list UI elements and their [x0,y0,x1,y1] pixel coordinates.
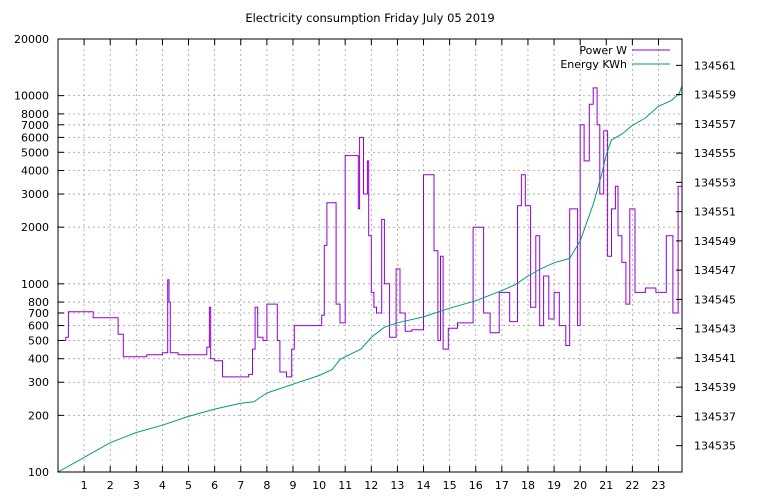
x-tick-label: 10 [312,479,326,492]
y-tick-label: 10000 [14,90,49,103]
x-tick-label: 5 [185,479,192,492]
y2-tick-label: 134553 [694,176,736,189]
x-tick-label: 9 [289,479,296,492]
legend: Power W Energy KWh [560,44,670,71]
y2-tick-label: 134561 [694,59,736,72]
series-energy-line [57,85,683,473]
x-tick-label: 19 [547,479,561,492]
y-tick-label: 5000 [21,146,49,159]
x-tick-label: 20 [573,479,587,492]
x-tick-label: 1 [81,479,88,492]
x-tick-label: 13 [390,479,404,492]
y2-tick-label: 134551 [694,206,736,219]
y-tick-label: 500 [28,334,49,347]
y-tick-label: 8000 [21,108,49,121]
y2-tick-label: 134557 [694,118,736,131]
x-tick-label: 22 [625,479,639,492]
plot-series [57,85,683,473]
y2-tick-label: 134559 [694,89,736,102]
legend-label-energy: Energy KWh [560,58,627,71]
y-tick-label: 200 [28,409,49,422]
plot-frame [57,38,683,473]
x-tick-label: 2 [107,479,114,492]
y2-tick-label: 134539 [694,381,736,394]
y-tick-label: 700 [28,307,49,320]
y-tick-label: 800 [28,296,49,309]
y2-tick-label: 134545 [694,293,736,306]
y-tick-label: 400 [28,353,49,366]
x-tick-label: 15 [443,479,457,492]
x-tick-label: 21 [599,479,613,492]
x-tick-label: 11 [338,479,352,492]
y-tick-label: 600 [28,320,49,333]
x-tick-label: 6 [211,479,218,492]
y-tick-label: 4000 [21,165,49,178]
x-tick-label: 3 [133,479,140,492]
x-tick-label: 4 [159,479,166,492]
x-tick-label: 12 [364,479,378,492]
x-tick-label: 16 [469,479,483,492]
series-power-line [58,87,682,378]
x-tick-label: 8 [263,479,270,492]
y-tick-label: 7000 [21,119,49,132]
y2-tick-label: 134535 [694,440,736,453]
y2-tick-label: 134537 [694,410,736,423]
y2-tick-label: 134555 [694,147,736,160]
grid-lines [58,38,682,473]
y-tick-label: 3000 [21,188,49,201]
y-tick-label: 20000 [14,33,49,46]
y-tick-label: 2000 [21,221,49,234]
y2-tick-label: 134543 [694,323,736,336]
legend-label-power: Power W [579,44,627,57]
x-tick-label: 7 [237,479,244,492]
y-tick-label: 1000 [21,278,49,291]
x-tick-label: 17 [495,479,509,492]
x-tick-label: 14 [417,479,431,492]
chart-title: Electricity consumption Friday July 05 2… [245,11,494,25]
y2-tick-label: 134541 [694,352,736,365]
x-tick-label: 23 [652,479,666,492]
y2-tick-label: 134549 [694,235,736,248]
y2-tick-label: 134547 [694,264,736,277]
y-tick-label: 6000 [21,131,49,144]
x-axis: 1 2 3 4 5 6 7 8 9 10 11 12 13 14 15 16 17 18 19 20 21 22 23 [81,39,666,492]
x-tick-label: 18 [521,479,535,492]
y-tick-label: 100 [28,466,49,479]
y-axis-right: 134535 134537 134539 134541 134543 134545 1345… [676,59,736,453]
y-tick-label: 300 [28,376,49,389]
